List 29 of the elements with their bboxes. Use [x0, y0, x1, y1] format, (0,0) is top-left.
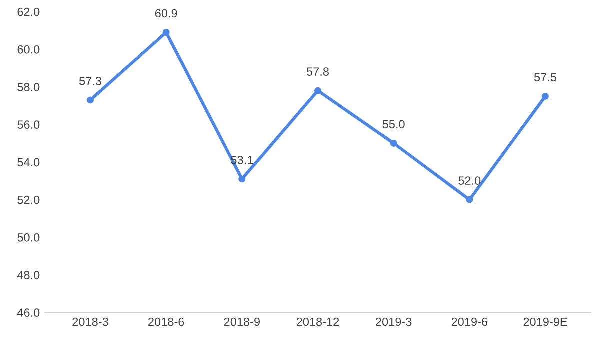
- y-tick-label: 54.0: [18, 158, 40, 167]
- y-tick-label: 60.0: [18, 45, 40, 54]
- point: [87, 96, 94, 104]
- x-tick-label: 2018-12: [296, 318, 340, 326]
- x-tick-label: 2018-9: [224, 318, 260, 326]
- data-label: 57.8: [306, 68, 329, 76]
- y-tick-label: 46.0: [17, 308, 40, 318]
- y-tick-label: 56.0: [18, 120, 40, 130]
- point: [466, 196, 474, 204]
- x-tick-label: 2019-6: [452, 318, 488, 326]
- point: [390, 140, 398, 147]
- y-tick-label: 58.0: [18, 83, 40, 92]
- y-tick-label: 48.0: [17, 271, 40, 280]
- data-label: 57.3: [79, 77, 102, 86]
- x-tick-label: 2019-9E: [524, 318, 568, 326]
- data-label: 60.9: [155, 9, 178, 18]
- point: [162, 29, 170, 36]
- x-tick-label: 2019-3: [376, 318, 412, 326]
- point: [238, 176, 246, 183]
- point: [542, 92, 549, 100]
- y-tick-label: 50.0: [18, 233, 40, 242]
- data-label: 57.5: [534, 73, 556, 82]
- x-tick-label: 2018-3: [72, 318, 108, 326]
- data-label: 55.0: [382, 120, 405, 129]
- y-tick-label: 52.0: [18, 196, 40, 204]
- data-label: 52.0: [458, 176, 481, 186]
- y-tick-label: 62.0: [18, 8, 40, 16]
- x-tick-label: 2018-6: [148, 318, 184, 326]
- point: [314, 87, 322, 94]
